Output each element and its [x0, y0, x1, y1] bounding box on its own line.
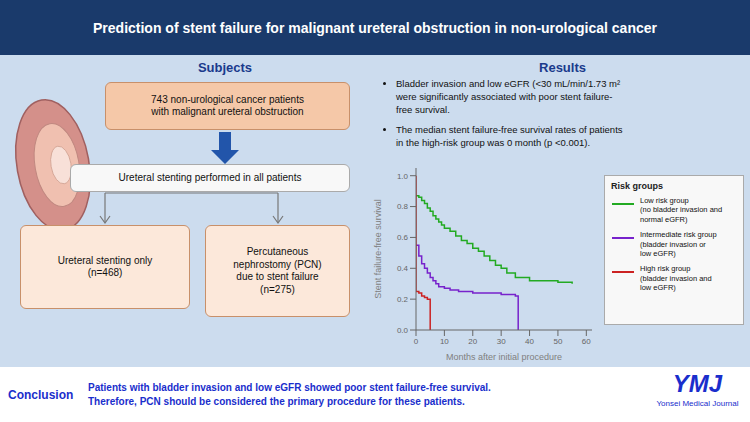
svg-text:20: 20: [468, 337, 477, 346]
html-text:Ureteral stenting performed in: Ureteral stenting performed in all patie…: [118, 171, 302, 183]
svg-text:30: 30: [497, 337, 506, 346]
svg-text:Months after initial procedure: Months after initial procedure: [446, 352, 562, 362]
html-text:Percutaneous nephrostomy (PCN): Percutaneous nephrostomy (PCN) due to st…: [233, 246, 322, 295]
html-text:Ureteral stenting only (n=468): Ureteral stenting only (n=468): [57, 254, 153, 278]
svg-text:1.0: 1.0: [397, 172, 409, 181]
svg-text:50: 50: [553, 337, 562, 346]
svg-text:0.2: 0.2: [397, 295, 409, 304]
html-text:Prediction of stent failure fo: Prediction of stent failure for malignan…: [93, 19, 657, 36]
svg-text:60: 60: [582, 337, 591, 346]
html-text:YMJ: YMJ: [672, 370, 723, 397]
html-text:Results: Results: [539, 60, 586, 75]
html-text:Risk groups: Risk groups: [611, 181, 663, 191]
html-text:743 non-urological cancer pati: 743 non-urological cancer patients with …: [151, 93, 304, 117]
svg-text:0.0: 0.0: [397, 326, 409, 335]
svg-text:Stent failure-free survival: Stent failure-free survival: [373, 199, 383, 299]
html-text:High risk group (bladder invas: High risk group (bladder invasion and lo…: [640, 264, 712, 292]
html-text:Subjects: Subjects: [197, 60, 253, 75]
html-text:Bladder invasion and low eGFR: Bladder invasion and low eGFR (<30 mL/mi…: [396, 78, 621, 115]
html-text:Yonsei Medical Journal: Yonsei Medical Journal: [656, 399, 739, 409]
html-text:Intermediate risk group (bladd: Intermediate risk group (bladder invasio…: [640, 230, 717, 258]
html-text:The median stent failure-free: The median stent failure-free survival r…: [396, 124, 623, 149]
html-text:Conclusion: Conclusion: [8, 387, 74, 402]
svg-text:40: 40: [525, 337, 534, 346]
svg-text:10: 10: [440, 337, 449, 346]
html-text:Patients with bladder invasion: Patients with bladder invasion and low e…: [88, 381, 491, 407]
html-text:Low risk group (no bladder inv: Low risk group (no bladder invasion and …: [640, 196, 723, 224]
svg-text:0.4: 0.4: [397, 264, 409, 273]
svg-text:0.8: 0.8: [397, 202, 409, 211]
svg-text:0: 0: [414, 337, 419, 346]
svg-text:0.6: 0.6: [397, 233, 409, 242]
